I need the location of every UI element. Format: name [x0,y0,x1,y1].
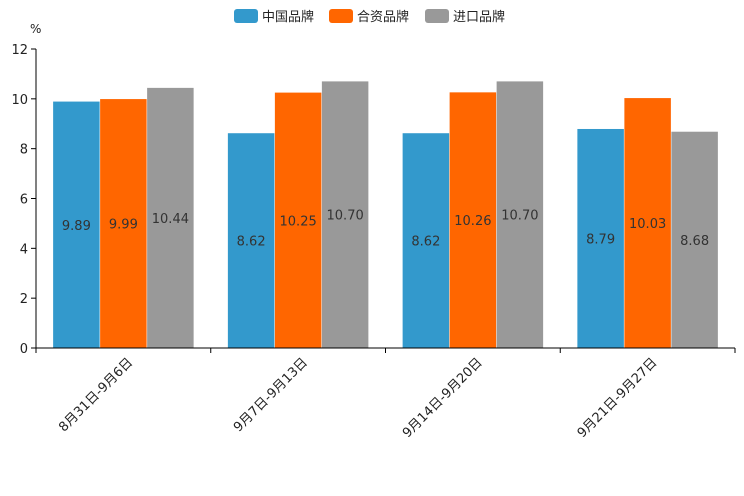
data-label: 10.44 [152,212,189,227]
bar [402,133,450,348]
bar [577,128,624,348]
bars-group [53,81,718,349]
bar [496,81,544,349]
x-axis: 8月31日-9月6日 9月7日-9月13日 9月14日-9月20日 9月21日-9月2… [35,347,736,441]
y-tick-label: 2 [20,292,28,307]
data-label: 10.03 [629,217,666,232]
legend-swatch [329,9,353,23]
data-label: 9.99 [109,218,138,233]
data-labels-group: 9.89 9.99 10.44 8.62 10.25 10.70 8.62 10.26 10.7… [62,209,709,250]
data-label: 9.89 [62,219,91,234]
bar [147,87,194,349]
data-label: 10.25 [280,214,317,229]
data-label: 8.68 [680,234,709,249]
data-label: 8.62 [411,235,440,250]
y-tick-label: 4 [20,242,28,257]
bar [624,98,671,348]
y-tick-label: 0 [20,342,28,357]
data-label: 8.79 [586,232,615,247]
legend-label: 中国品牌 [262,9,314,25]
y-axis-unit-label: % [30,22,41,36]
bar [671,131,718,348]
x-category-label: 9月21日-9月27日 [575,355,661,441]
bar [100,99,147,349]
x-category-label: 9月7日-9月13日 [231,355,311,435]
legend: 中国品牌 合资品牌 进口品牌 [234,9,505,25]
bar [53,101,100,349]
y-tick-label: 12 [11,43,28,58]
bar [321,81,369,349]
bar [449,92,497,348]
y-axis: 0 2 4 6 8 10 12 [11,43,37,357]
y-tick-label: 6 [20,193,28,208]
bar [227,133,275,348]
legend-label: 合资品牌 [357,9,409,25]
x-category-label: 9月14日-9月20日 [400,355,486,441]
y-tick-label: 8 [20,143,28,158]
legend-label: 进口品牌 [453,9,505,25]
bar [274,92,322,349]
data-label: 10.26 [454,214,491,229]
data-label: 10.70 [501,209,538,224]
data-label: 10.70 [327,209,364,224]
data-label: 8.62 [237,235,266,250]
legend-swatch [234,9,258,23]
x-category-label: 8月31日-9月6日 [56,355,136,435]
y-tick-label: 10 [11,93,28,108]
legend-swatch [425,9,449,23]
